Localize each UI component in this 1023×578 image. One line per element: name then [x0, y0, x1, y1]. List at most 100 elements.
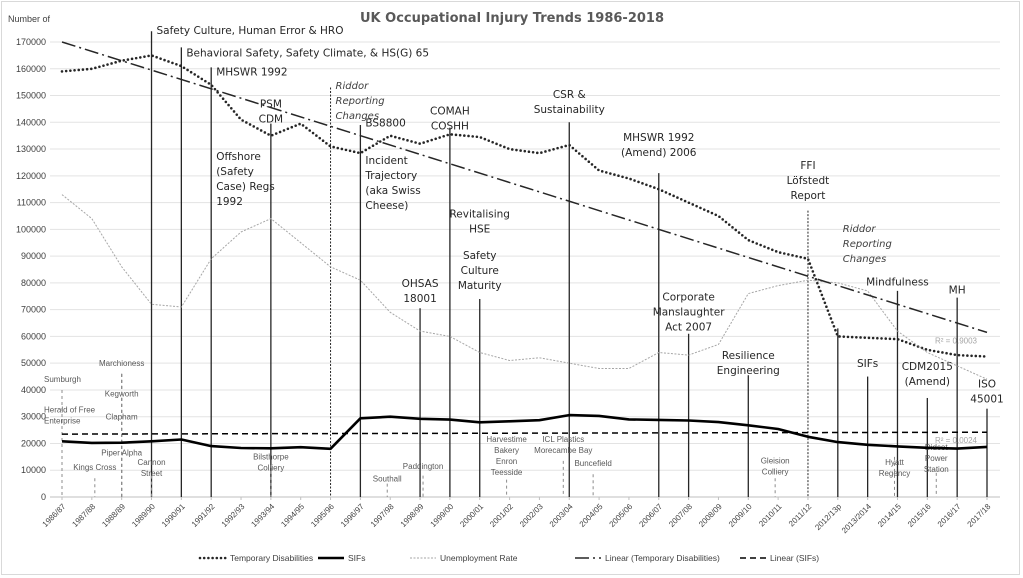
annotation-label: CSR & [553, 89, 586, 101]
legend-label: Unemployment Rate [440, 553, 518, 563]
x-tick-label: 1988/89 [100, 502, 127, 529]
annotation-label: Löfstedt [787, 175, 830, 187]
annotation-label: Resilience [722, 350, 775, 362]
annotation-label: MHSWR 1992 [216, 66, 287, 78]
annotation-label: OHSAS [402, 278, 439, 290]
incident-label: Gleision [761, 457, 790, 466]
annotation-label: Riddor [843, 224, 877, 235]
y-tick-label: 0 [41, 492, 46, 502]
annotation-label: CDM [259, 114, 283, 126]
y-tick-label: 110000 [17, 198, 46, 208]
legend-label: Temporary Disabilities [230, 553, 313, 563]
incident-label: Cannon [138, 458, 166, 467]
annotation-label: Culture [461, 265, 499, 277]
legend: Temporary Disabilities SIFs Unemployment R… [198, 553, 819, 563]
x-axis-ticks: 1986/87 1987/88 1988/89 1989/90 1990/91 1991/… [41, 497, 993, 535]
incident-label: Regency [879, 469, 911, 478]
annotation-label: 45001 [970, 393, 1003, 405]
incident-label: Bilsthorpe [253, 453, 289, 462]
annotation-label: BS8800 [365, 117, 405, 129]
x-tick-label: 1998/99 [399, 502, 426, 529]
x-tick-label: 2016/17 [936, 502, 963, 529]
y-tick-label: 80000 [21, 278, 46, 288]
incident-label: Power [925, 454, 948, 463]
annotation-label: 1992 [216, 196, 243, 208]
x-tick-label: 1987/88 [70, 502, 97, 529]
incident-label: Southall [373, 475, 402, 484]
annotation-label: ISO [978, 378, 996, 390]
y-tick-label: 160000 [16, 64, 46, 74]
y-tick-label: 170000 [16, 37, 46, 47]
annotation-label: CDM2015 [902, 361, 953, 373]
annotation-label: Corporate [662, 291, 715, 303]
gridlines [50, 41, 1000, 498]
x-tick-label: 2007/08 [667, 502, 694, 529]
annotation-label: Behavioral Safety, Safety Climate, & HS(… [186, 48, 429, 60]
x-tick-label: 2004/05 [578, 502, 605, 529]
legend-label: SIFs [348, 553, 365, 563]
x-tick-label: 1994/95 [279, 502, 306, 529]
y-tick-label: 100000 [16, 224, 46, 234]
annotation-label: Cheese) [365, 200, 408, 212]
series-temporary-disabilities [60, 54, 989, 358]
x-tick-label: 2010/11 [757, 502, 784, 529]
y-tick-label: 70000 [21, 305, 46, 315]
legend-label: Linear (SIFs) [770, 553, 819, 563]
annotation-label: COMAH [430, 105, 470, 117]
incident-label: Enterprise [44, 417, 81, 426]
x-tick-label: 2006/07 [637, 502, 664, 529]
annotation-label: 18001 [403, 293, 436, 305]
y-tick-label: 20000 [21, 438, 46, 448]
incident-label: Harvestime [486, 435, 527, 444]
x-tick-label: 2017/18 [966, 502, 993, 529]
x-tick-label: 2009/10 [727, 502, 754, 529]
y-tick-label: 130000 [16, 144, 46, 154]
chart-title: UK Occupational Injury Trends 1986-2018 [360, 11, 664, 26]
x-tick-label: 1999/00 [429, 502, 456, 529]
incident-annotations: Sumburgh Herald of Free Enterprise Kings Cr… [44, 359, 949, 497]
incident-label: Station [924, 465, 949, 474]
annotation-label: Mindfulness [866, 277, 929, 289]
annotation-label: Sustainability [534, 104, 605, 116]
x-tick-label: 2001/02 [488, 502, 515, 529]
r-squared-label: R² = 0.0024 [935, 436, 978, 445]
x-tick-label: 2011/12 [787, 502, 814, 529]
x-tick-label: 2013/2014 [840, 502, 873, 535]
x-tick-label: 1990/91 [160, 502, 187, 529]
annotation-label: Trajectory [364, 170, 417, 182]
annotation-label: Reporting [336, 96, 385, 107]
y-axis-ticks: 0 10000 20000 30000 40000 50000 60000 70000 8000… [16, 37, 46, 502]
series-linear-temporary-disabilities [61, 41, 988, 334]
annotation-label: MH [949, 285, 966, 297]
incident-label: Morecambe Bay [534, 446, 592, 455]
annotation-label: Case) Regs [216, 181, 275, 193]
series-sifs [61, 413, 988, 451]
x-tick-label: 1989/90 [130, 502, 157, 529]
y-tick-label: 10000 [21, 465, 46, 475]
x-tick-label: 1993/94 [249, 502, 276, 529]
series-unemployment-rate [61, 194, 988, 380]
annotation-label: Report [791, 190, 826, 202]
incident-label: Kings Cross [73, 463, 116, 472]
annotation-label: Changes [336, 111, 380, 122]
y-tick-label: 50000 [21, 358, 46, 368]
annotation-label: Maturity [458, 280, 502, 292]
x-tick-label: 2014/15 [876, 502, 903, 529]
series-linear-sifs [61, 431, 988, 435]
annotation-label: (aka Swiss [365, 185, 420, 197]
x-tick-label: 1996/97 [339, 502, 366, 529]
incident-label: Marchioness [99, 359, 144, 368]
x-tick-label: 2005/06 [608, 502, 635, 529]
annotation-label: Engineering [717, 365, 780, 377]
annotation-label: Changes [843, 254, 887, 265]
x-tick-label: 1995/96 [309, 502, 336, 529]
annotation-label: Riddor [336, 81, 370, 92]
annotation-label: Manslaughter [653, 306, 726, 318]
y-tick-label: 30000 [21, 412, 46, 422]
y-tick-label: 150000 [16, 91, 46, 101]
x-tick-label: 1986/87 [41, 502, 68, 529]
annotation-label: MHSWR 1992 [623, 132, 694, 144]
y-tick-label: 120000 [16, 171, 46, 181]
y-tick-label: 60000 [21, 331, 46, 341]
x-tick-label: 2012/13p [813, 502, 843, 532]
